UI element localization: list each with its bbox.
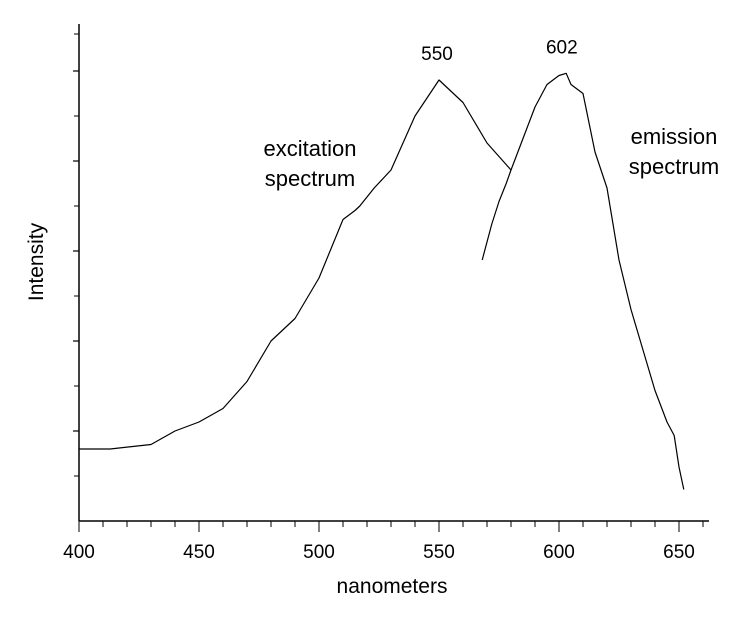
x-axis-label: nanometers	[337, 575, 448, 598]
x-tick-label: 450	[183, 542, 215, 563]
series-layer	[79, 72, 685, 490]
series-label-line: spectrum	[265, 166, 355, 191]
excitation-spectrum-label: excitation spectrum	[264, 136, 357, 191]
peak-label: 602	[546, 37, 578, 58]
series-label-line: excitation	[264, 136, 357, 161]
emission-spectrum-label: emission spectrum	[629, 124, 719, 179]
excitation-spectrum-line	[79, 79, 512, 450]
x-tick-label: 600	[543, 542, 575, 563]
y-axis-label: Intensity	[25, 222, 48, 301]
x-tick-label: 650	[663, 542, 695, 563]
series-label-line: emission	[631, 124, 718, 149]
labels-layer: 550 602 excitation spectrum emission spectrum	[264, 37, 720, 191]
axes: 400 450 500 550 600 650 nanometers Intensity	[25, 24, 709, 598]
x-tick-label: 500	[303, 542, 335, 563]
series-label-line: spectrum	[629, 154, 719, 179]
x-tick-label: 400	[63, 542, 95, 563]
peak-label: 550	[421, 44, 453, 65]
x-tick-label: 550	[423, 542, 455, 563]
emission-spectrum-line	[481, 72, 685, 490]
